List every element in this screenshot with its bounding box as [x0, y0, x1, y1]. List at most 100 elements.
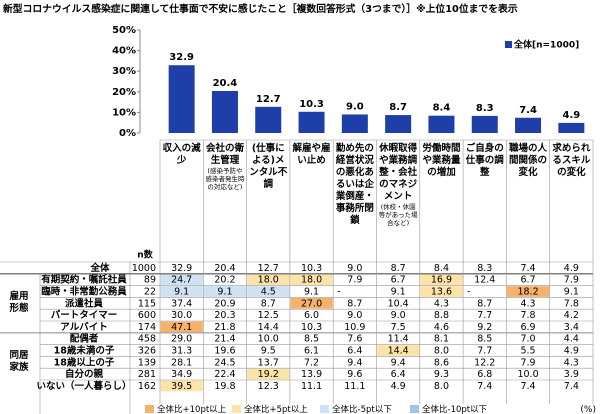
bar: [558, 122, 585, 133]
y-tick-label: 40%: [112, 46, 136, 57]
cell-value: 37.4: [171, 298, 192, 309]
cell-value: 8.1: [434, 334, 449, 345]
cell-value: 9.1: [174, 287, 189, 298]
cell-value: 8.5: [477, 334, 492, 345]
column-header: 休暇取得や業務調整・会社のマネジメント (休校・休園等があった場合など): [378, 143, 418, 227]
cell-value: 7.4: [520, 381, 535, 392]
legend-label: 全体比+10pt以上: [157, 404, 227, 414]
legend-label: 全体比-5pt以下: [332, 404, 392, 414]
n-value: 139: [138, 357, 156, 368]
value-label: 8.3: [476, 103, 494, 114]
bar: [211, 90, 238, 133]
cell-highlight: [506, 286, 550, 297]
cell-value: 6.1: [304, 346, 319, 357]
legend-swatch: [410, 405, 419, 413]
group-label: 同居家族: [9, 350, 29, 374]
cell-value: 6.4: [391, 369, 406, 380]
cell-value: 12.7: [258, 263, 279, 274]
cell-value: 4.9: [564, 263, 579, 274]
cell-value: 4.3: [434, 298, 449, 309]
bar: [341, 114, 368, 133]
cell-value: 7.0: [520, 334, 535, 345]
cell-value: 7.2: [304, 357, 319, 368]
column-note: (感染予防や感染者発生時の対応など): [205, 167, 245, 191]
cell-value: 9.4: [347, 357, 362, 368]
column-header: ご自身の仕事の調整: [465, 143, 504, 178]
cell-value: 13.7: [258, 357, 279, 368]
cell-value: 5.5: [520, 346, 535, 357]
cell-value: 8.7: [391, 263, 406, 274]
cell-value: 7.9: [520, 357, 535, 368]
cell-value: 10.0: [517, 369, 538, 380]
y-tick-label: 0%: [119, 128, 136, 139]
unit-label: (%): [580, 405, 596, 414]
row-label: 配偶者: [70, 333, 99, 345]
cell-value: 12.2: [474, 357, 495, 368]
cell-value: 20.3: [214, 310, 235, 321]
cell-value: 8.8: [434, 310, 449, 321]
legend-label: 全体[n=1000]: [513, 39, 579, 51]
cell-highlight: [247, 368, 290, 380]
cell-value: 7.8: [520, 310, 535, 321]
column-header: (仕事による)メンタル不調: [249, 143, 288, 190]
row-label: いない（一人暮らし）: [36, 380, 131, 392]
cell-value: 4.3: [564, 357, 579, 368]
cell-highlight: [203, 286, 247, 297]
cell-value: 9.5: [261, 346, 276, 357]
cell-value: 6.9: [520, 322, 535, 333]
cell-highlight: [420, 286, 463, 297]
cell-value: 6.7: [391, 275, 406, 286]
cell-highlight: [160, 321, 203, 333]
cell-value: 12.4: [474, 275, 495, 286]
legend-label: 全体比+5pt以上: [244, 404, 308, 414]
n-value: 115: [138, 298, 156, 309]
cell-value: 7.6: [347, 334, 362, 345]
n-value: 162: [138, 381, 156, 392]
cell-value: 7.7: [477, 346, 492, 357]
cell-value: 8.3: [477, 263, 492, 274]
row-label: 全体: [89, 262, 110, 274]
row-label: 18歳未満の子: [54, 345, 115, 357]
cell-value: 18.2: [517, 287, 538, 298]
cell-value: 7.4: [520, 263, 535, 274]
cell-value: 8.7: [261, 298, 276, 309]
cell-value: 32.9: [171, 263, 192, 274]
cell-highlight: [377, 345, 420, 356]
cell-value: 8.5: [304, 334, 319, 345]
cell-highlight: [160, 286, 203, 297]
cell-value: 8.6: [434, 357, 449, 368]
cell-value: 30.0: [171, 310, 192, 321]
bar: [298, 111, 325, 133]
bar: [385, 115, 412, 133]
value-label: 7.4: [519, 105, 537, 116]
n-value: 22: [144, 287, 156, 298]
column-header: 労働時間や業務量の増加: [422, 143, 461, 178]
cell-value: 4.9: [564, 346, 579, 357]
value-label: 4.9: [562, 110, 580, 121]
column-header: 会社の衛生管理 (感染予防や感染者発生時の対応など): [205, 143, 245, 191]
cell-value: 20.9: [214, 298, 235, 309]
bar: [255, 106, 282, 133]
cell-value: 10.4: [388, 298, 409, 309]
cell-value: 9.1: [564, 287, 579, 298]
row-label: 派遣社員: [65, 297, 104, 309]
cell-value: 18.0: [258, 275, 279, 286]
column-header: 収入の減少: [162, 143, 201, 166]
y-tick-label: 30%: [112, 66, 136, 77]
cell-value: 6.4: [347, 346, 362, 357]
cell-value: 20.4: [214, 263, 235, 274]
n-value: 326: [138, 346, 156, 357]
cell-value: 34.9: [171, 369, 192, 380]
cell-value: 21.8: [214, 322, 235, 333]
cell-value: 7.9: [564, 275, 579, 286]
n-value: 458: [138, 334, 156, 345]
cell-value: 13.6: [431, 287, 452, 298]
cell-value: 9.4: [391, 357, 406, 368]
cell-value: 8.4: [434, 263, 449, 274]
cell-value: 7.7: [477, 310, 492, 321]
column-header: 解雇や雇い止め: [292, 143, 331, 166]
cell-value: 4.2: [564, 310, 579, 321]
cell-value: 12.5: [258, 310, 279, 321]
